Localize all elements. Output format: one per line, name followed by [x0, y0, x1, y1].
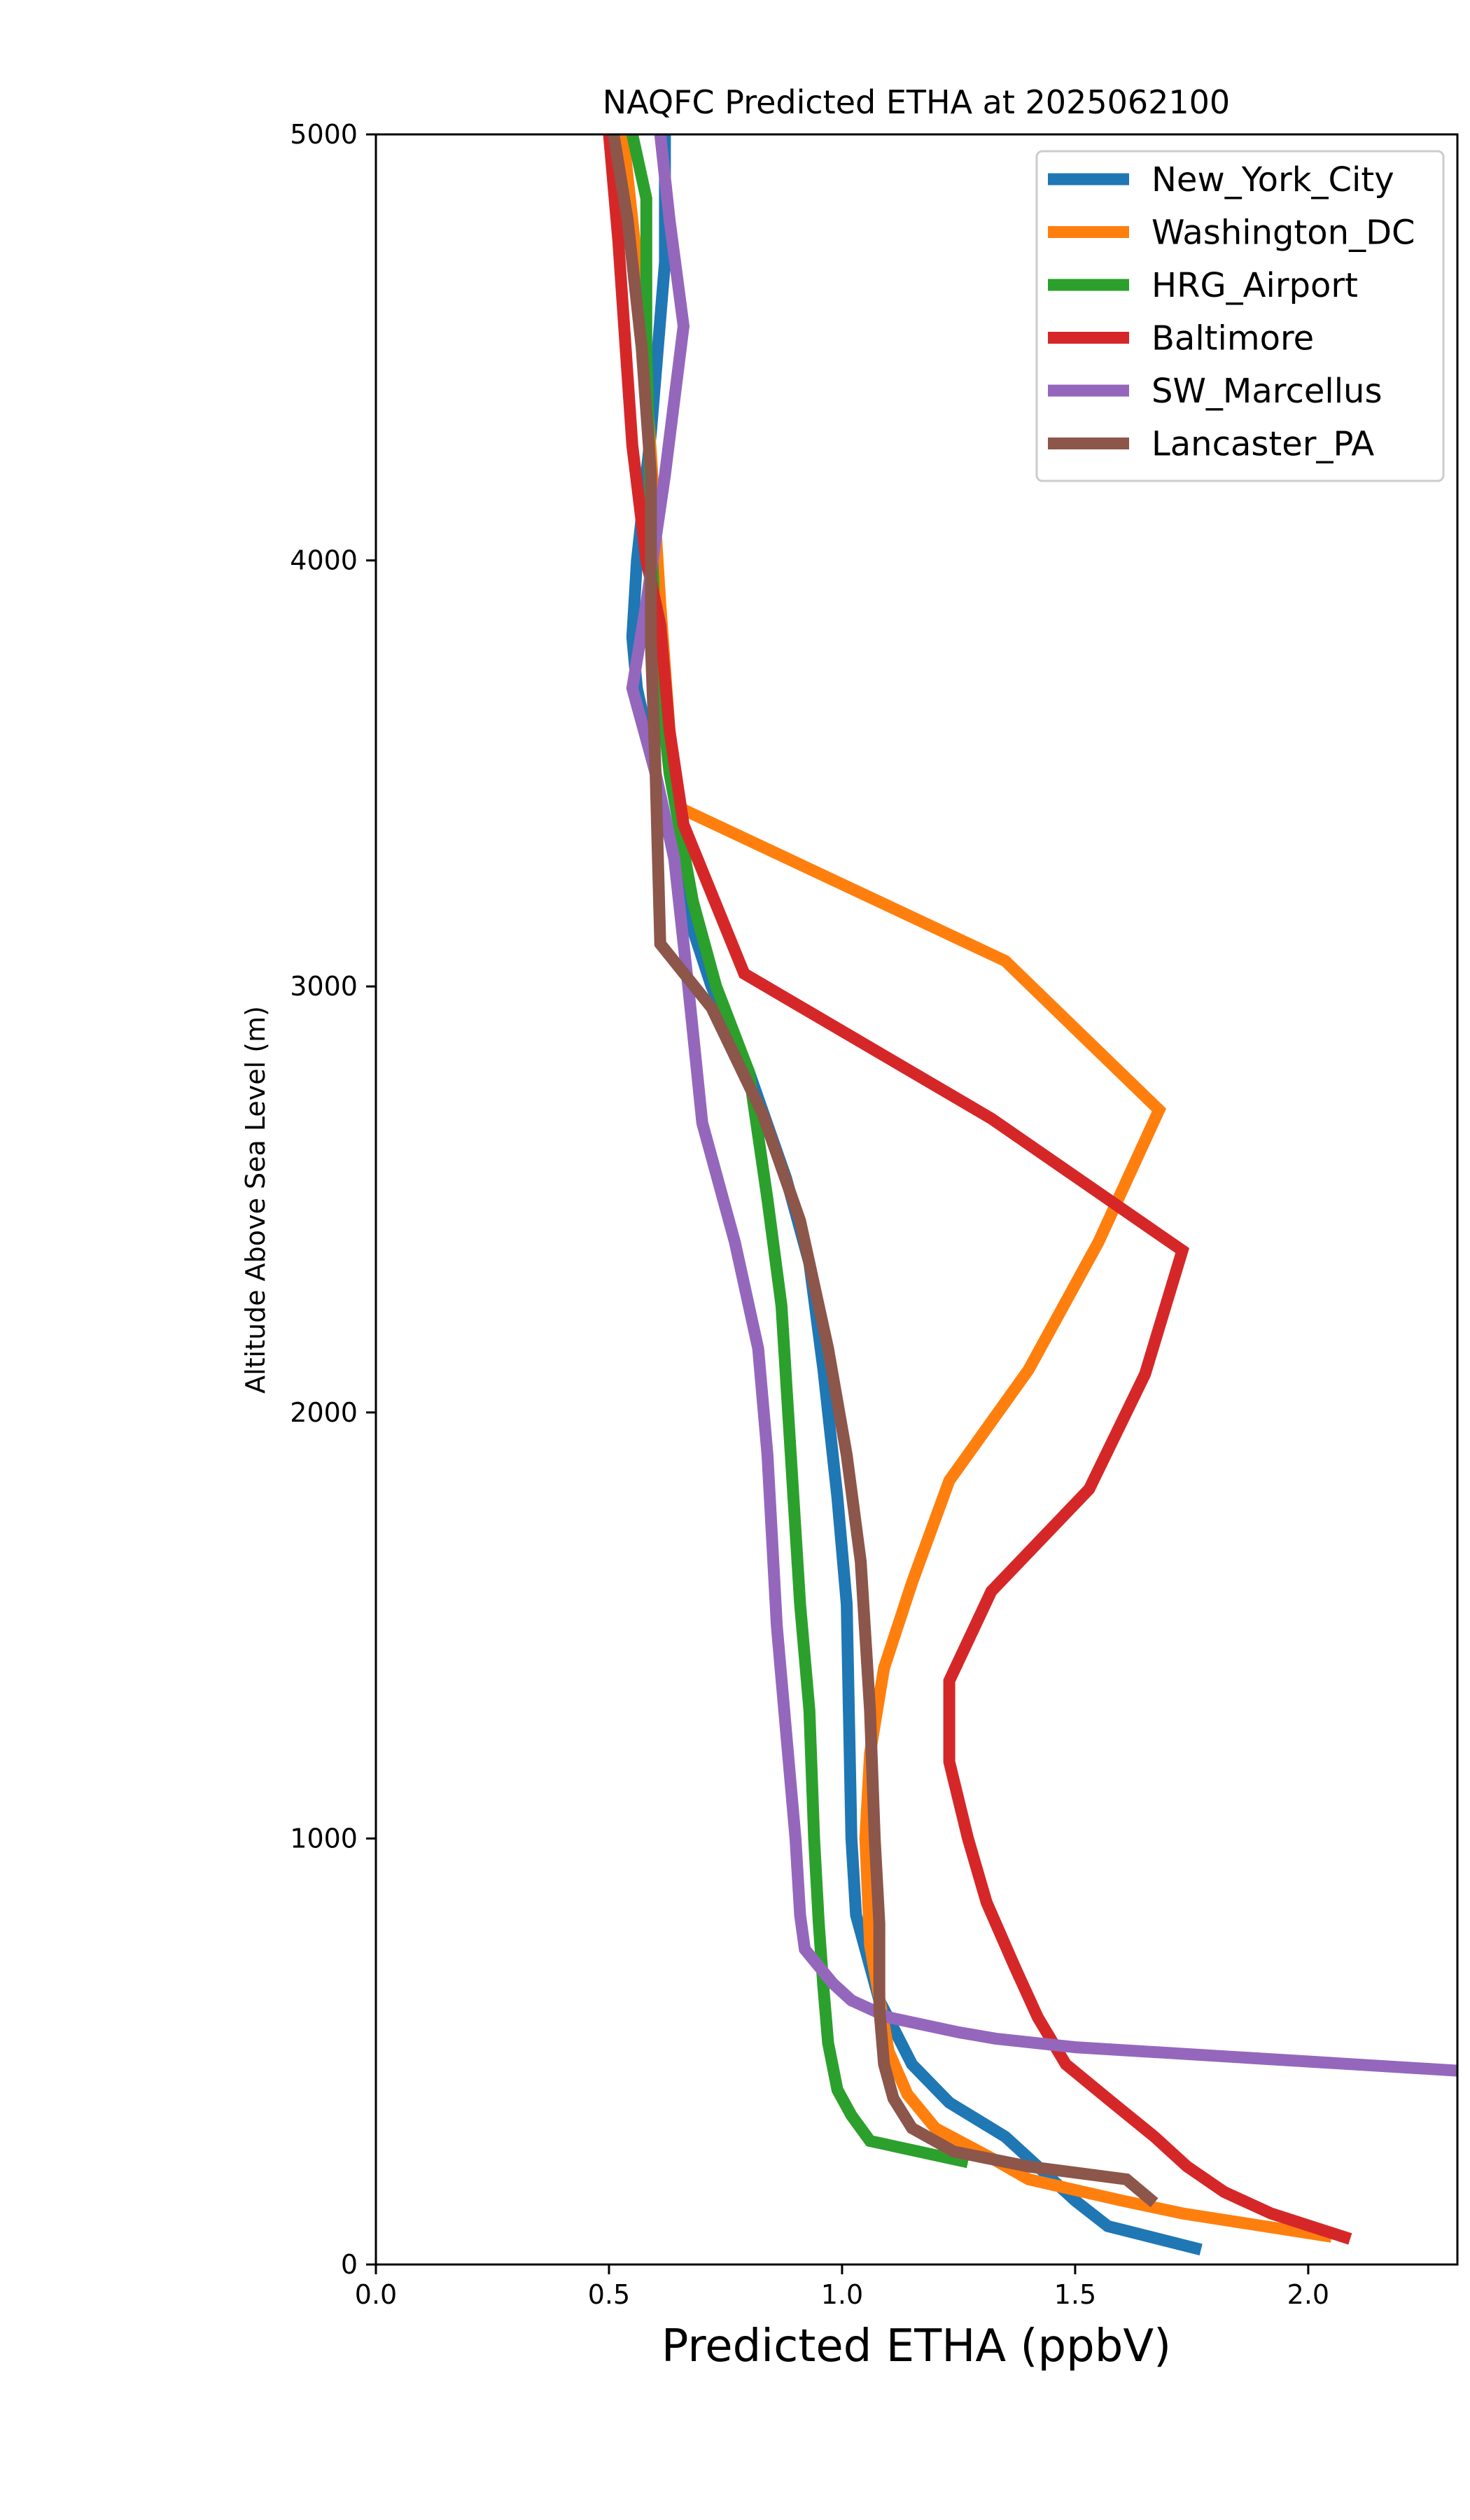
- x-axis-ticks: 0.0 0.5 1.0 1.5 2.0: [355, 2264, 1329, 2310]
- x-tick-label: 0.5: [588, 2279, 630, 2310]
- y-axis-label: Altitude Above Sea Level (m): [240, 1006, 271, 1394]
- legend-label: Baltimore: [1152, 319, 1314, 358]
- legend-label: SW_Marcellus: [1152, 372, 1382, 411]
- series-line-3: [603, 134, 1352, 2245]
- x-tick-label: 2.0: [1287, 2279, 1329, 2310]
- y-tick-label: 1000: [290, 1823, 358, 1854]
- legend-label: New_York_City: [1152, 160, 1394, 200]
- x-tick-label: 1.5: [1054, 2279, 1096, 2310]
- y-axis-ticks: 0 1000 2000 3000 4000 5000: [290, 119, 376, 2280]
- y-tick-label: 3000: [290, 971, 358, 1002]
- y-tick-label: 2000: [290, 1397, 358, 1428]
- y-tick-label: 5000: [290, 119, 358, 150]
- chart-title: NAQFC Predicted ETHA at 2025062100: [603, 83, 1230, 121]
- x-axis-label: Predicted ETHA (ppbV): [662, 2320, 1171, 2372]
- y-tick-label: 4000: [290, 545, 358, 576]
- y-tick-label: 0: [341, 2249, 358, 2280]
- series-line-5: [608, 134, 1158, 2208]
- legend-box: [1035, 150, 1445, 482]
- legend-label: HRG_Airport: [1152, 266, 1358, 305]
- legend-label: Lancaster_PA: [1152, 425, 1374, 464]
- x-tick-label: 0.0: [355, 2279, 397, 2310]
- plot-frame: [374, 133, 1459, 2266]
- legend-label: Washington_DC: [1152, 214, 1415, 253]
- series-layer: [603, 134, 1457, 2255]
- x-tick-label: 1.0: [821, 2279, 863, 2310]
- legend: New_York_City Washington_DC HRG_Airport Bal…: [1035, 150, 1445, 482]
